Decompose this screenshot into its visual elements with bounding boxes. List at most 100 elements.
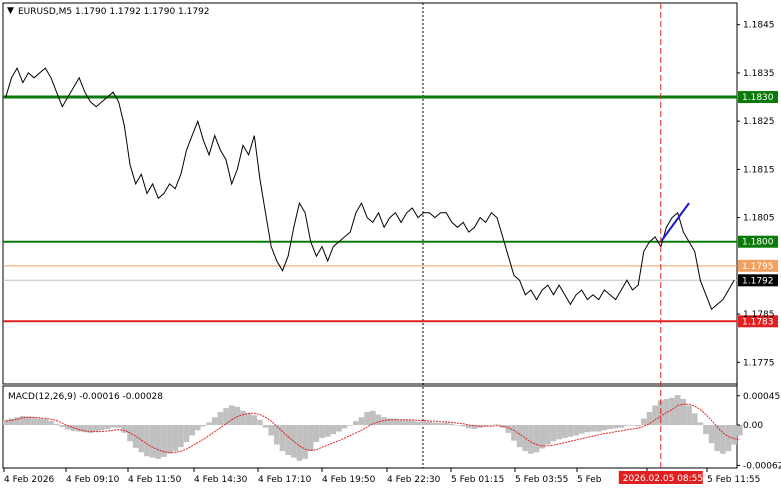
macd-bar (691, 413, 698, 426)
price-tick-label: 1.1815 (743, 165, 775, 175)
macd-bar (296, 425, 303, 461)
macd-bar (268, 425, 275, 436)
macd-bar (3, 419, 9, 426)
macd-bar (437, 423, 444, 426)
macd-bar (59, 425, 66, 427)
price-tick-label: 1.1775 (743, 358, 775, 368)
macd-bar (324, 425, 331, 437)
macd-bar (663, 399, 670, 426)
macd-bar (234, 406, 241, 426)
time-tick-label: 4 Feb 17:10 (258, 475, 312, 485)
chart-collapse-icon[interactable]: ▼ (7, 6, 14, 16)
symbol-info: EURUSD,M5 1.1790 1.1792 1.1790 1.1792 (18, 7, 210, 17)
macd-bar (217, 412, 224, 426)
macd-bar (87, 425, 94, 433)
macd-tick-label: -0.00062 (743, 461, 781, 471)
macd-bar (223, 408, 229, 426)
macd-bar (347, 425, 354, 426)
macd-bar (545, 425, 551, 445)
macd-bar (635, 425, 642, 427)
macd-group (3, 395, 743, 461)
macd-bar (680, 399, 687, 426)
macd-bar (31, 417, 37, 426)
macd-bar (460, 425, 466, 427)
price-tick-label: 1.1785 (743, 310, 775, 320)
macd-bar (578, 425, 585, 434)
macd-bar (132, 425, 139, 448)
macd-bar (14, 417, 20, 426)
time-tick-label: 4 Feb 11:50 (128, 475, 182, 485)
macd-bar (674, 395, 681, 426)
macd-bar (245, 413, 252, 426)
macd-bar (313, 425, 320, 442)
macd-bar (607, 425, 613, 429)
macd-bar (341, 425, 348, 429)
price-level-label: 1.1800 (742, 238, 774, 248)
macd-bar (155, 425, 162, 459)
macd-bar (302, 425, 308, 459)
macd-bar (358, 417, 365, 426)
macd-bar (364, 412, 370, 426)
price-level-tag (738, 259, 778, 272)
macd-bar (737, 425, 743, 436)
macd-bar (279, 425, 286, 452)
time-marker-label: 2026.02.05 08:55 (623, 474, 703, 484)
macd-bar (465, 425, 472, 429)
macd-bar (110, 425, 116, 428)
time-tick-label: 4 Feb 09:10 (66, 475, 120, 485)
price-level-tag (738, 235, 778, 248)
time-tick-label: 4 Feb 14:30 (194, 475, 248, 485)
macd-bar (629, 425, 636, 426)
macd-bar (561, 425, 568, 439)
macd-bar (257, 419, 263, 426)
macd-bar (65, 425, 71, 430)
macd-bar (403, 419, 410, 426)
macd-bar (550, 425, 557, 442)
macd-bar (183, 425, 190, 442)
macd-bar (274, 425, 280, 445)
main-plot-frame (2, 2, 738, 385)
macd-bar (533, 425, 540, 453)
macd-bar (511, 425, 517, 441)
price-group (5, 66, 735, 311)
macd-bar (375, 414, 382, 426)
time-tick-label: 5 Feb (577, 475, 602, 485)
macd-tick-label: 0.00 (743, 421, 763, 431)
macd-bar (8, 418, 15, 426)
macd-bar (262, 425, 269, 428)
macd-bar (612, 425, 619, 429)
price-series-line (5, 66, 735, 311)
macd-bar (415, 421, 421, 426)
macd-bar (172, 425, 179, 452)
macd-bar (556, 425, 562, 440)
macd-bar (228, 405, 235, 426)
macd-bar (590, 425, 596, 432)
macd-bar (624, 425, 630, 426)
macd-bar (200, 425, 207, 427)
macd-bar (370, 410, 376, 426)
macd-bar (505, 425, 512, 433)
price-tick-label: 1.1825 (743, 117, 775, 127)
macd-bar (194, 425, 201, 431)
macd-bar (36, 418, 43, 426)
macd-bar (443, 422, 450, 426)
macd-bar (353, 421, 359, 426)
price-level-tag (738, 91, 778, 104)
macd-bar (686, 405, 692, 426)
price-level-label: 1.1795 (742, 262, 774, 272)
macd-bar (409, 420, 416, 426)
macd-bar (115, 425, 122, 428)
macd-bar (206, 422, 212, 426)
macd-bar (669, 397, 675, 426)
macd-bar (449, 423, 455, 426)
price-level-label: 1.1830 (742, 93, 774, 103)
macd-bar (336, 425, 342, 432)
macd-tick-label: 0.00045 (743, 392, 780, 402)
macd-bar (48, 421, 54, 426)
macd-bar (725, 425, 732, 452)
macd-bar (731, 425, 737, 445)
price-tick-label: 1.1845 (743, 21, 775, 31)
price-levels: 1.1830 1.1800 1.1795 1.1783 1.1792 (3, 91, 778, 328)
macd-bar (584, 425, 591, 433)
